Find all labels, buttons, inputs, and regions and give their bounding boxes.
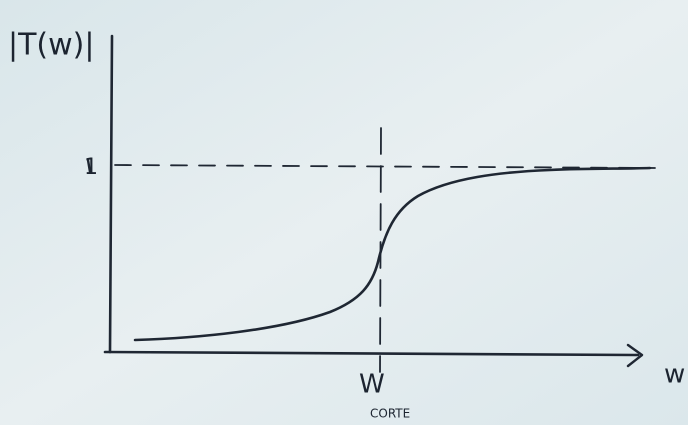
y-axis-label: |T(w)| xyxy=(8,28,94,63)
cutoff-label: W xyxy=(359,370,385,400)
paper xyxy=(0,0,688,425)
x-axis-label: w xyxy=(664,360,685,390)
cutoff-sublabel: CORTE xyxy=(370,407,410,421)
sketch: |T(w)| w W CORTE 1 xyxy=(0,0,688,425)
level-label: 1 xyxy=(84,155,98,180)
